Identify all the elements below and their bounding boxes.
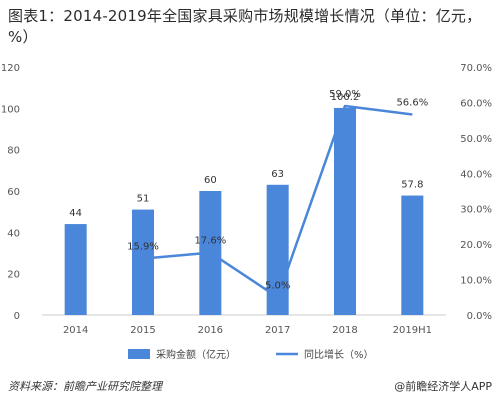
- data-labels: 44 51 60 63 100.2 57.8 15.9% 17.6% 5.0% 59.0% 56.6…: [69, 89, 428, 291]
- chart-title: 图表1：2014-2019年全国家具采购市场规模增长情况（单位：亿元，%）: [8, 7, 482, 46]
- chart: 0 20 40 60 80 100 120 0.0% 10.0% 20.0% 30.0% 40.0% 5…: [1, 63, 492, 361]
- left-tick-label: 40: [7, 228, 20, 239]
- right-tick-label: 20.0%: [460, 240, 492, 251]
- x-tick-label: 2019H1: [393, 325, 432, 336]
- line-value-label: 15.9%: [127, 242, 159, 253]
- x-tick-label: 2016: [198, 325, 223, 336]
- line-value-label: 5.0%: [265, 280, 290, 291]
- growth-line: [142, 104, 413, 299]
- bar: [401, 195, 424, 315]
- line-value-label: 59.0%: [329, 89, 361, 100]
- left-tick-label: 80: [7, 146, 20, 157]
- footer: 资料来源：前瞻产业研究院整理 @前瞻经济学人APP: [8, 375, 494, 397]
- x-tick-label: 2014: [63, 325, 88, 336]
- bar-value-label: 44: [69, 208, 82, 219]
- line-series: [142, 104, 413, 299]
- right-tick-label: 70.0%: [460, 63, 492, 74]
- right-tick-label: 10.0%: [460, 276, 492, 287]
- x-tick-label: 2015: [130, 325, 155, 336]
- right-tick-label: 40.0%: [460, 169, 492, 180]
- source-note: 资料来源：前瞻产业研究院整理: [8, 380, 162, 393]
- bar: [132, 209, 154, 315]
- bar-series: [64, 107, 424, 315]
- right-tick-label: 50.0%: [460, 134, 492, 145]
- bar-value-label: 100.2: [331, 92, 360, 103]
- bar-value-label: 60: [204, 175, 217, 186]
- left-tick-label: 120: [1, 63, 20, 74]
- brand-credit: @前瞻经济学人APP: [394, 380, 492, 393]
- legend-bar-label: 采购金额（亿元）: [156, 348, 236, 361]
- bar-value-label: 51: [137, 194, 150, 205]
- legend-bar-swatch: [128, 349, 150, 359]
- left-tick-label: 20: [7, 270, 20, 281]
- chart-axes: 0 20 40 60 80 100 120 0.0% 10.0% 20.0% 30.0% 40.0% 5…: [1, 63, 492, 336]
- bar-value-label: 63: [271, 169, 284, 180]
- right-tick-label: 0.0%: [467, 311, 492, 322]
- right-tick-label: 30.0%: [460, 205, 492, 216]
- right-tick-label: 60.0%: [460, 98, 492, 109]
- legend-line-label: 同比增长（%）: [304, 348, 374, 361]
- left-tick-label: 100: [1, 104, 20, 115]
- left-tick-label: 0: [14, 311, 20, 322]
- line-value-label: 56.6%: [396, 97, 428, 108]
- x-tick-label: 2017: [265, 325, 290, 336]
- bar: [64, 224, 87, 315]
- bar: [334, 107, 356, 315]
- x-tick-label: 2018: [332, 325, 357, 336]
- line-value-label: 17.6%: [194, 236, 226, 247]
- left-tick-label: 60: [7, 187, 20, 198]
- bar-value-label: 57.8: [401, 180, 423, 191]
- legend: 采购金额（亿元） 同比增长（%）: [128, 348, 374, 361]
